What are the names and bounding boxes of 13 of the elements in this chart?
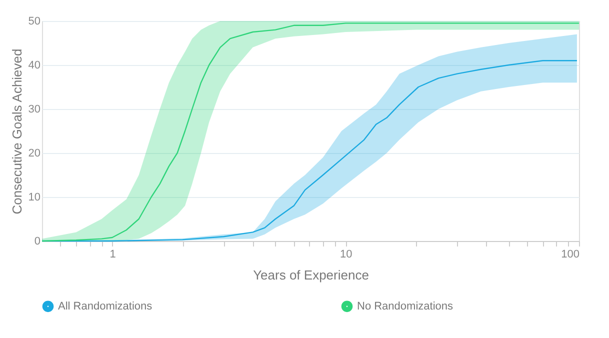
y-tick-label: 20 — [28, 148, 40, 160]
y-tick-label: 0 — [34, 236, 40, 248]
y-axis-title: Consecutive Goals Achieved — [9, 48, 24, 214]
legend-label: No Randomizations — [357, 300, 454, 312]
x-tick-label: 100 — [561, 248, 580, 260]
legend-label: All Randomizations — [58, 300, 153, 312]
x-tick-label: 10 — [340, 248, 352, 260]
y-tick-label: 10 — [28, 192, 40, 204]
y-tick-label: 50 — [28, 16, 40, 28]
y-tick-label: 30 — [28, 104, 40, 116]
x-axis-title: Years of Experience — [253, 268, 369, 282]
x-tick-label: 1 — [110, 248, 116, 260]
y-tick-label: 40 — [28, 60, 40, 72]
